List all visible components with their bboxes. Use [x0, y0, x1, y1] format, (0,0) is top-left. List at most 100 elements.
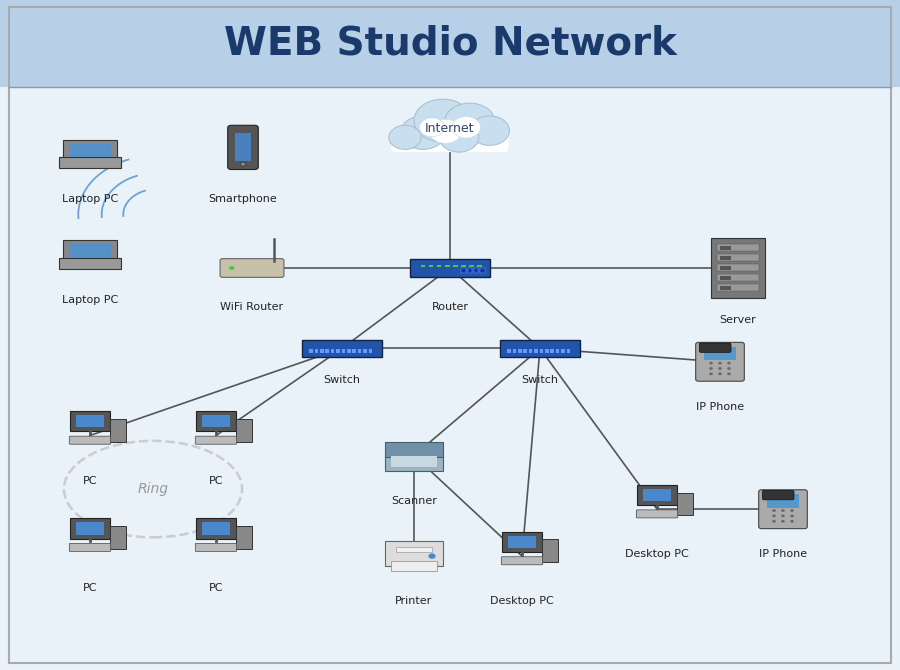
FancyBboxPatch shape	[711, 239, 764, 298]
Circle shape	[428, 553, 436, 559]
FancyBboxPatch shape	[59, 258, 121, 269]
FancyBboxPatch shape	[677, 492, 693, 515]
FancyBboxPatch shape	[556, 349, 560, 353]
FancyBboxPatch shape	[310, 349, 313, 353]
FancyBboxPatch shape	[110, 419, 126, 442]
FancyBboxPatch shape	[716, 245, 760, 251]
Circle shape	[772, 520, 776, 523]
Text: Switch: Switch	[521, 375, 559, 385]
FancyBboxPatch shape	[70, 519, 110, 539]
FancyBboxPatch shape	[716, 265, 760, 271]
FancyBboxPatch shape	[518, 349, 522, 353]
FancyBboxPatch shape	[468, 268, 472, 273]
Text: Router: Router	[431, 302, 469, 312]
Text: Laptop PC: Laptop PC	[62, 194, 118, 204]
FancyBboxPatch shape	[545, 349, 549, 353]
FancyBboxPatch shape	[421, 265, 425, 267]
FancyBboxPatch shape	[0, 0, 900, 87]
Text: Ring: Ring	[138, 482, 168, 496]
FancyBboxPatch shape	[567, 349, 571, 353]
FancyBboxPatch shape	[76, 415, 104, 427]
FancyBboxPatch shape	[529, 349, 533, 353]
FancyBboxPatch shape	[385, 442, 443, 457]
Circle shape	[718, 362, 722, 364]
FancyBboxPatch shape	[396, 547, 432, 552]
FancyBboxPatch shape	[76, 523, 104, 535]
FancyBboxPatch shape	[358, 349, 362, 353]
Circle shape	[400, 116, 446, 149]
FancyBboxPatch shape	[236, 526, 252, 549]
Circle shape	[790, 509, 794, 512]
FancyBboxPatch shape	[202, 523, 230, 535]
FancyBboxPatch shape	[462, 265, 466, 267]
FancyBboxPatch shape	[320, 349, 324, 353]
FancyBboxPatch shape	[69, 144, 112, 157]
FancyBboxPatch shape	[235, 133, 251, 161]
FancyBboxPatch shape	[512, 349, 517, 353]
FancyBboxPatch shape	[461, 268, 466, 273]
Circle shape	[419, 118, 445, 137]
FancyBboxPatch shape	[429, 265, 434, 267]
Circle shape	[414, 99, 472, 142]
Text: Server: Server	[720, 315, 756, 325]
Text: IP Phone: IP Phone	[759, 549, 807, 559]
FancyBboxPatch shape	[721, 256, 731, 260]
FancyBboxPatch shape	[195, 543, 237, 551]
Circle shape	[781, 520, 785, 523]
Circle shape	[772, 515, 776, 517]
FancyBboxPatch shape	[353, 349, 356, 353]
FancyBboxPatch shape	[369, 349, 373, 353]
Circle shape	[718, 373, 722, 375]
Circle shape	[240, 162, 246, 166]
FancyBboxPatch shape	[391, 456, 437, 467]
Text: Desktop PC: Desktop PC	[626, 549, 688, 559]
Circle shape	[389, 125, 421, 149]
FancyBboxPatch shape	[470, 265, 474, 267]
Circle shape	[727, 367, 731, 370]
FancyBboxPatch shape	[716, 285, 760, 291]
Text: Scanner: Scanner	[392, 496, 436, 506]
FancyBboxPatch shape	[385, 541, 443, 566]
FancyBboxPatch shape	[437, 265, 442, 267]
FancyBboxPatch shape	[326, 349, 329, 353]
Circle shape	[709, 362, 713, 364]
FancyBboxPatch shape	[228, 125, 258, 170]
Circle shape	[470, 116, 509, 145]
FancyBboxPatch shape	[508, 349, 511, 353]
FancyBboxPatch shape	[721, 286, 731, 289]
Text: Laptop PC: Laptop PC	[62, 295, 118, 305]
Circle shape	[781, 515, 785, 517]
FancyBboxPatch shape	[767, 494, 799, 508]
Text: PC: PC	[209, 583, 223, 593]
FancyBboxPatch shape	[759, 490, 807, 529]
Text: Printer: Printer	[395, 596, 433, 606]
FancyBboxPatch shape	[337, 349, 340, 353]
FancyBboxPatch shape	[716, 255, 760, 261]
FancyBboxPatch shape	[196, 411, 236, 431]
FancyBboxPatch shape	[473, 268, 479, 273]
FancyBboxPatch shape	[392, 127, 508, 152]
FancyBboxPatch shape	[540, 349, 543, 353]
Circle shape	[790, 515, 794, 517]
Circle shape	[452, 117, 481, 138]
FancyBboxPatch shape	[696, 342, 744, 381]
Circle shape	[781, 509, 785, 512]
FancyBboxPatch shape	[347, 349, 351, 353]
Circle shape	[229, 266, 234, 270]
FancyBboxPatch shape	[477, 265, 482, 267]
FancyBboxPatch shape	[110, 526, 126, 549]
FancyBboxPatch shape	[195, 436, 237, 444]
FancyBboxPatch shape	[502, 532, 542, 552]
FancyBboxPatch shape	[59, 157, 121, 168]
Text: PC: PC	[83, 583, 97, 593]
FancyBboxPatch shape	[535, 349, 538, 353]
FancyBboxPatch shape	[364, 349, 367, 353]
FancyBboxPatch shape	[721, 246, 731, 250]
FancyBboxPatch shape	[69, 436, 111, 444]
FancyBboxPatch shape	[643, 489, 671, 501]
Circle shape	[709, 373, 713, 375]
Circle shape	[445, 103, 495, 141]
Text: Switch: Switch	[323, 375, 361, 385]
Circle shape	[727, 362, 731, 364]
FancyBboxPatch shape	[636, 510, 678, 518]
